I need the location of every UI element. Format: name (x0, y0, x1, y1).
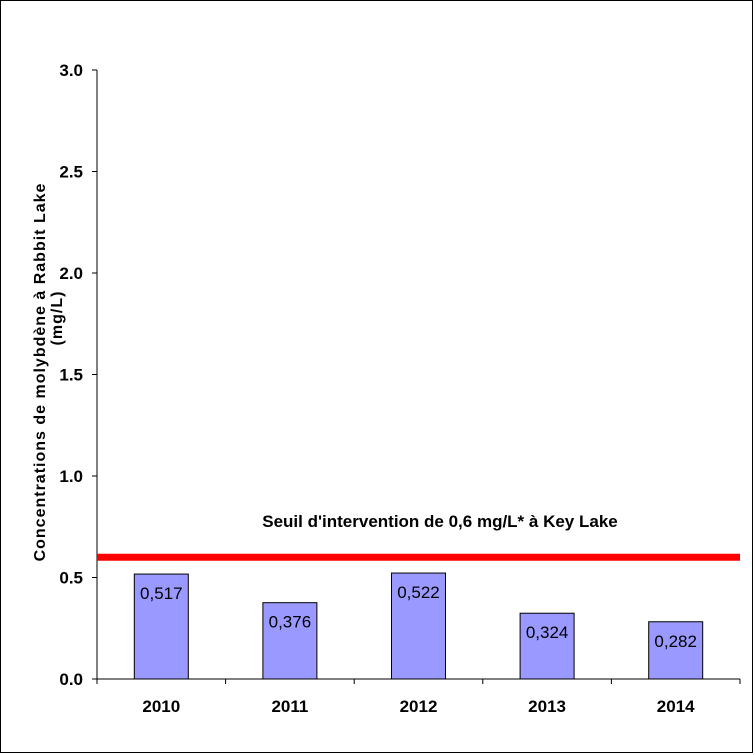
bar-value-label: 0,517 (140, 584, 183, 603)
y-axis-title-unit: (mg/L) (49, 291, 66, 346)
y-axis-label: Concentrations de molybdène à Rabbit Lak… (32, 183, 66, 562)
bar-value-label: 0,376 (269, 613, 312, 632)
bar (391, 572, 446, 680)
bars: 0,517 0,376 0,522 0,324 0,282 (133, 572, 704, 680)
bar (262, 602, 318, 680)
y-tick-label: 0.0 (59, 670, 83, 689)
x-tick-label: 2013 (528, 697, 566, 716)
bar-value-label: 0,522 (397, 583, 440, 602)
y-tick-label: 3.0 (59, 61, 83, 80)
y-axis: 0.0 0.5 1.0 1.5 2.0 2.5 3.0 (59, 61, 98, 689)
bar-value-label: 0,324 (526, 623, 569, 642)
y-axis-title: Concentrations de molybdène à Rabbit Lak… (32, 183, 49, 562)
x-tick-label: 2014 (657, 697, 695, 716)
y-tick-label: 2.5 (59, 163, 83, 182)
bar (648, 621, 704, 680)
threshold-label: Seuil d'intervention de 0,6 mg/L* à Key … (262, 512, 617, 531)
bar-value-label: 0,282 (654, 632, 697, 651)
x-axis: 2010 2011 2012 2013 2014 (96, 678, 741, 716)
x-tick-label: 2010 (142, 697, 180, 716)
y-tick-label: 1.5 (59, 366, 83, 385)
x-tick-label: 2011 (271, 697, 308, 716)
y-tick-label: 1.0 (59, 467, 83, 486)
threshold: Seuil d'intervention de 0,6 mg/L* à Key … (97, 512, 740, 561)
y-tick-label: 0.5 (59, 569, 83, 588)
bar (519, 612, 575, 680)
y-tick-label: 2.0 (59, 264, 83, 283)
x-tick-label: 2012 (400, 697, 438, 716)
bar (133, 573, 189, 680)
